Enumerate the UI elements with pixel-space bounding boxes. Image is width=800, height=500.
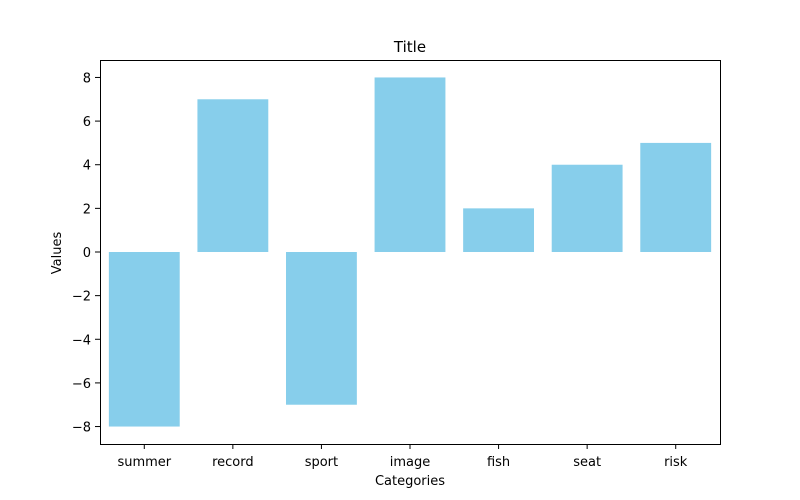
bar-risk <box>640 142 712 252</box>
plot-frame <box>100 60 721 445</box>
bars <box>108 77 712 427</box>
y-tick-label: 6 <box>83 115 91 130</box>
y-tick-label: −6 <box>72 377 91 392</box>
chart-title: Title <box>393 38 426 56</box>
x-axis-label: Categories <box>375 474 445 489</box>
y-tick-label: 2 <box>83 202 91 217</box>
y-tick-label: 0 <box>83 246 91 261</box>
bar-seat <box>551 164 623 252</box>
y-tick-label: −4 <box>72 333 91 348</box>
x-tick-label: summer <box>117 455 171 470</box>
x-tick-label: sport <box>305 455 338 470</box>
x-tick-label: seat <box>573 455 601 470</box>
bar-image <box>374 77 446 252</box>
y-tick-label: −8 <box>72 421 91 436</box>
x-tick-label: fish <box>487 455 510 470</box>
bar-sport <box>286 252 357 405</box>
x-tick-label: record <box>212 455 254 470</box>
y-tick-label: 8 <box>83 71 91 86</box>
bar-summer <box>108 252 180 427</box>
y-tick-label: −2 <box>72 290 91 305</box>
x-tick-label: image <box>390 455 431 470</box>
x-tick-label: risk <box>664 455 688 470</box>
x-axis-ticks: summer record sport image fish seat risk <box>117 444 688 470</box>
y-tick-label: 4 <box>83 159 91 174</box>
bar-fish <box>463 208 534 252</box>
y-axis-ticks: −8 −6 −4 −2 0 2 4 6 8 <box>72 71 100 436</box>
y-axis-label: Values <box>50 232 65 275</box>
bar-record <box>197 99 269 252</box>
